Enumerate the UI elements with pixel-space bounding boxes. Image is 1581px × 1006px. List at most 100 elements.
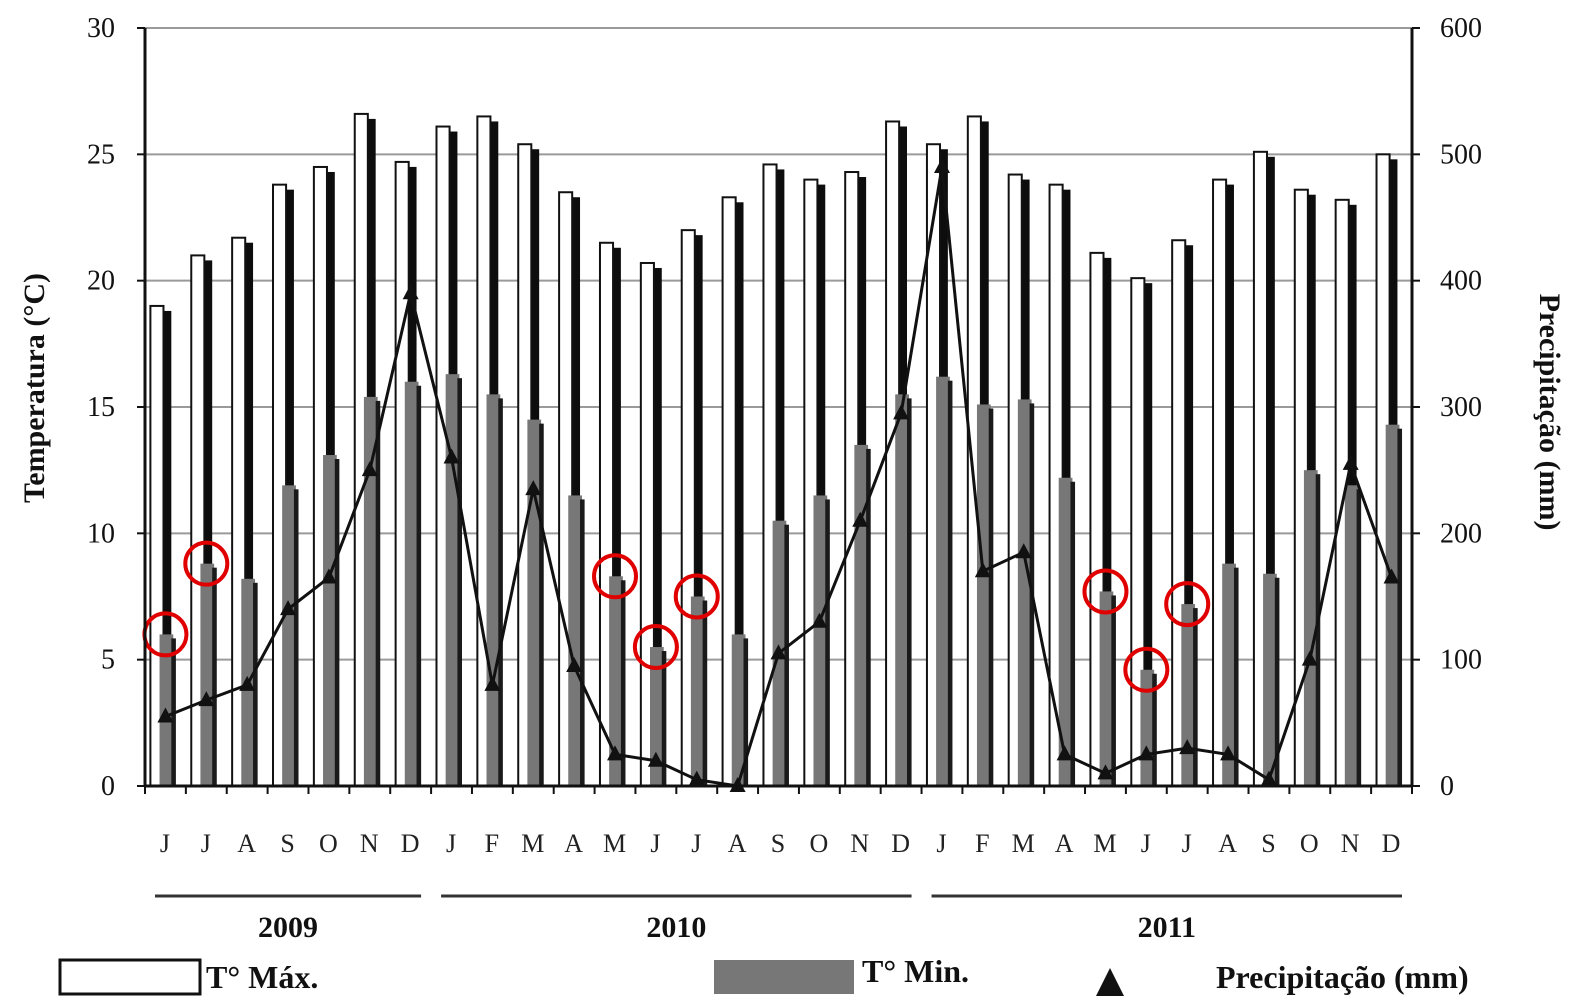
tmin-bar — [323, 455, 337, 786]
precipitation-marker — [770, 644, 787, 660]
bars — [149, 112, 1403, 788]
x-tick-label: N — [1341, 829, 1361, 858]
x-tick-label: J — [691, 829, 702, 858]
axes — [137, 27, 1420, 794]
tmin-bar — [1222, 563, 1236, 786]
precipitation-marker — [893, 404, 910, 420]
x-tick-label: S — [280, 829, 295, 858]
y-tick-label-left: 20 — [87, 266, 115, 297]
x-tick-label: D — [401, 829, 421, 858]
precipitation-marker — [1260, 770, 1277, 786]
x-tick-label: M — [603, 829, 627, 858]
tmin-bar-shadow — [1233, 567, 1239, 786]
x-tick-label: M — [1093, 829, 1117, 858]
tmin-bar-shadow — [580, 499, 585, 786]
y-tick-label-right: 0 — [1440, 771, 1454, 802]
tmin-bar — [363, 396, 378, 786]
year-label: 2011 — [1138, 911, 1196, 944]
tmin-bar-shadow — [457, 378, 462, 786]
y-tick-label-left: 15 — [87, 392, 115, 423]
tmin-bar — [854, 444, 869, 786]
highlight-circle — [592, 553, 639, 600]
precipitation-marker — [402, 284, 419, 300]
tmin-bar-shadow — [1152, 673, 1157, 786]
precipitation-marker — [852, 511, 869, 527]
x-tick-label: J — [160, 829, 171, 858]
precipitation-marker — [320, 568, 337, 584]
tmin-bar — [976, 404, 991, 786]
y-tick-label-left: 25 — [87, 139, 115, 170]
x-tick-label: D — [891, 829, 911, 858]
y-tick-label-right: 300 — [1440, 392, 1482, 423]
x-tick-label: J — [201, 829, 212, 858]
tmin-bar — [1344, 485, 1359, 786]
tmin-bar — [404, 381, 419, 786]
x-tick-label: J — [936, 829, 947, 858]
tmin-bar — [1140, 669, 1155, 786]
precipitation-marker — [198, 691, 215, 707]
y-tick-label-right: 500 — [1440, 139, 1482, 170]
x-tick-label: A — [1055, 829, 1075, 858]
precipitation-marker — [1342, 454, 1359, 470]
x-tick-label: A — [728, 829, 748, 858]
x-tick-label: A — [1218, 829, 1238, 858]
tmin-bar — [1099, 591, 1114, 786]
precipitation-marker — [647, 751, 664, 767]
tmin-bar — [1303, 470, 1318, 786]
y-axis-title-right: Precipitação (mm) — [1533, 294, 1566, 531]
x-tick-label: N — [360, 829, 380, 858]
x-tick-label: F — [975, 829, 990, 858]
legend-label-precip: Precipitação (mm) — [1216, 959, 1469, 995]
tmin-bar — [1017, 399, 1032, 786]
precipitation-marker — [1056, 745, 1073, 761]
highlight-circle — [1164, 581, 1211, 628]
precipitation-marker — [1097, 764, 1114, 780]
tmin-bar-shadow — [661, 651, 667, 786]
legend-label-tmin: T° Min. — [862, 953, 969, 989]
tmin-bar — [527, 419, 542, 786]
precipitation-marker — [607, 745, 624, 761]
tmin-bar-shadow — [334, 459, 340, 786]
highlight-circle — [673, 573, 720, 620]
precipitation-marker — [239, 675, 256, 691]
x-tick-label: A — [564, 829, 584, 858]
y-tick-label-left: 30 — [87, 13, 115, 44]
tmin-bar — [486, 394, 501, 786]
tmin-bar-shadow — [784, 524, 789, 786]
tmin-bar — [731, 634, 746, 786]
x-tick-label: O — [809, 829, 829, 858]
precipitation-marker — [688, 770, 705, 786]
x-tick-label: A — [237, 829, 257, 858]
tmin-bar — [1058, 477, 1073, 786]
y-tick-label-right: 400 — [1440, 266, 1482, 297]
tmin-bar-shadow — [1193, 608, 1198, 786]
highlight-circle — [183, 540, 230, 587]
x-tick-label: S — [1261, 829, 1276, 858]
tmin-bar — [813, 495, 828, 786]
year-label: 2009 — [258, 911, 318, 944]
x-tick-label: J — [446, 829, 457, 858]
precipitation-marker — [280, 600, 297, 616]
precipitation-marker — [811, 612, 828, 628]
tmin-bar-shadow — [1274, 577, 1280, 786]
precipitation-marker — [974, 562, 991, 578]
tmin-bar — [690, 596, 705, 786]
tmin-bar-shadow — [1397, 428, 1403, 786]
highlight-circle — [632, 624, 679, 671]
y-tick-label-right: 100 — [1440, 645, 1482, 676]
tmin-bar-shadow — [1356, 489, 1362, 786]
precipitation-marker — [1138, 745, 1155, 761]
precipitation-marker — [484, 675, 501, 691]
highlight-circles — [142, 540, 1211, 693]
precipitation-marker — [443, 448, 460, 464]
tmin-bar — [282, 485, 296, 786]
tmin-bar — [1181, 604, 1196, 786]
year-label: 2010 — [646, 911, 706, 944]
tmin-bar — [936, 376, 950, 786]
tmin-bar-shadow — [498, 398, 503, 786]
precipitation-marker — [1220, 745, 1237, 761]
precipitation-marker — [1301, 650, 1318, 666]
tmin-bar — [445, 374, 460, 786]
